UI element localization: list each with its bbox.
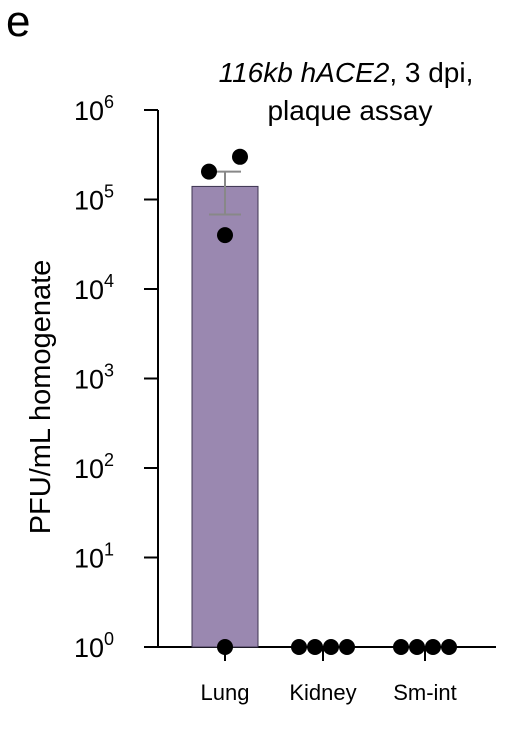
data-point — [339, 639, 355, 655]
chart-title-italic: 116kb hACE2 — [219, 57, 390, 88]
y-axis: 100 101 102 103 104 105 106 — [74, 92, 159, 663]
data-point — [307, 639, 323, 655]
data-point — [409, 639, 425, 655]
y-tick-label: 105 — [74, 182, 114, 216]
y-tick-label: 100 — [74, 629, 114, 663]
data-point — [217, 227, 233, 244]
x-tick-label: Sm-int — [393, 680, 457, 705]
y-tick-label: 103 — [74, 361, 114, 395]
chart-title-line1: 116kb hACE2, 3 dpi, — [219, 57, 474, 88]
data-point — [232, 148, 248, 165]
data-point — [291, 639, 307, 655]
y-axis-label: PFU/mL homogenate — [25, 260, 57, 535]
data-point — [201, 163, 217, 180]
chart-title-rest: , 3 dpi, — [389, 57, 473, 88]
bars — [191, 185, 259, 648]
y-tick-label: 106 — [74, 92, 114, 126]
y-tick-label: 104 — [74, 271, 114, 305]
data-point — [217, 639, 233, 655]
bar-lung — [191, 185, 259, 648]
chart-title-line2: plaque assay — [267, 95, 432, 126]
data-point — [425, 639, 441, 655]
y-tick-label: 102 — [74, 450, 114, 484]
data-point — [441, 639, 457, 655]
x-axis: Lung Kidney Sm-int — [158, 646, 496, 705]
x-tick-label: Kidney — [289, 680, 356, 705]
x-tick-label: Lung — [201, 680, 250, 705]
data-points — [201, 148, 457, 655]
data-point — [323, 639, 339, 655]
data-point — [393, 639, 409, 655]
y-tick-label: 101 — [74, 540, 114, 574]
panel-letter: e — [6, 0, 31, 46]
